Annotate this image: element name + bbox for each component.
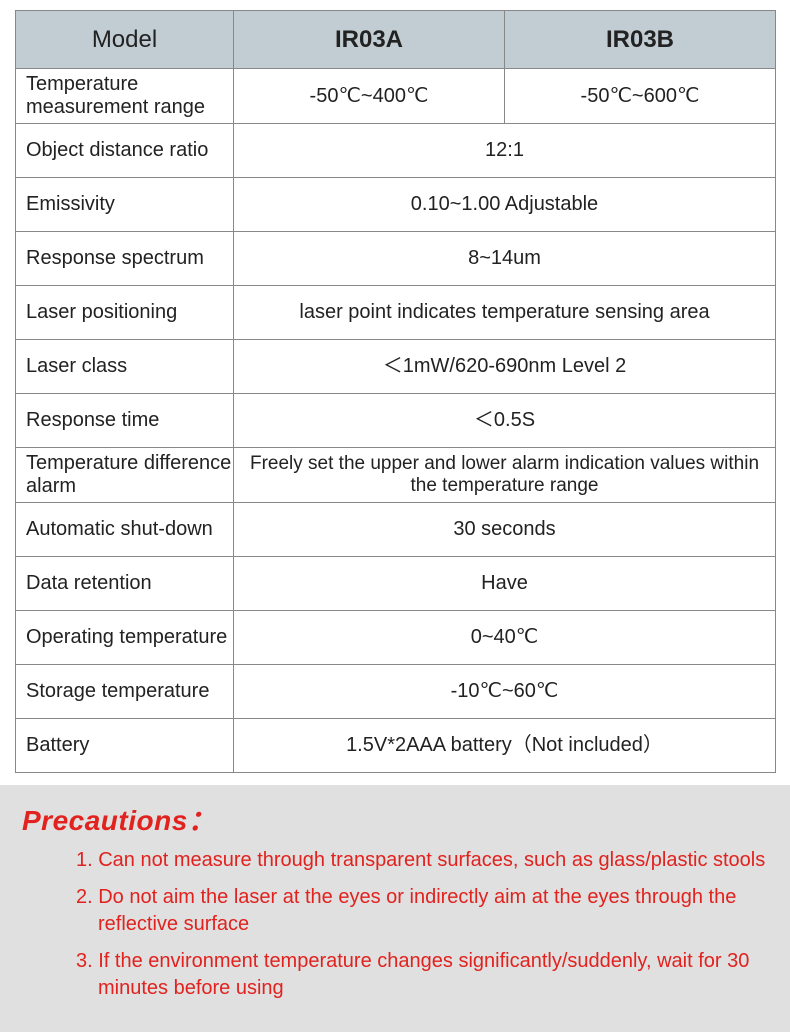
row-label: Response time [16, 394, 234, 448]
row-value: ＜0.5S [234, 394, 776, 448]
row-label: Battery [16, 719, 234, 773]
row-value: 0~40℃ [234, 611, 776, 665]
row-value: 8~14um [234, 232, 776, 286]
row-value: Have [234, 557, 776, 611]
header-model-b: IR03B [505, 11, 776, 69]
table-header-row: Model IR03A IR03B [16, 11, 776, 69]
table-row: Object distance ratio12:1 [16, 124, 776, 178]
precautions-section: Precautions： 1. Can not measure through … [0, 785, 790, 1032]
table-row: Data retentionHave [16, 557, 776, 611]
row-label: Operating temperature [16, 611, 234, 665]
row-value: 30 seconds [234, 503, 776, 557]
table-row: Response spectrum8~14um [16, 232, 776, 286]
table-row: Temperature measurement range-50℃~400℃-5… [16, 69, 776, 124]
precautions-title: Precautions： [0, 799, 790, 839]
row-value: 1.5V*2AAA battery（Not included） [234, 719, 776, 773]
row-value: -10℃~60℃ [234, 665, 776, 719]
table-row: Storage temperature-10℃~60℃ [16, 665, 776, 719]
table-row: Laser positioninglaser point indicates t… [16, 286, 776, 340]
row-label: Storage temperature [16, 665, 234, 719]
precaution-item: 3. If the environment temperature change… [76, 948, 770, 1002]
table-row: Battery1.5V*2AAA battery（Not included） [16, 719, 776, 773]
row-label: Laser class [16, 340, 234, 394]
row-label: Data retention [16, 557, 234, 611]
header-model-a: IR03A [234, 11, 505, 69]
row-label: Emissivity [16, 178, 234, 232]
row-value: 12:1 [234, 124, 776, 178]
precautions-list: 1. Can not measure through transparent s… [0, 847, 790, 1002]
row-value: 0.10~1.00 Adjustable [234, 178, 776, 232]
table-row: Temperature difference alarmFreely set t… [16, 448, 776, 503]
row-value: laser point indicates temperature sensin… [234, 286, 776, 340]
header-label: Model [16, 11, 234, 69]
row-label: Temperature measurement range [16, 69, 234, 124]
table-row: Emissivity0.10~1.00 Adjustable [16, 178, 776, 232]
row-label: Temperature difference alarm [16, 448, 234, 503]
row-value: ＜1mW/620-690nm Level 2 [234, 340, 776, 394]
precaution-item: 1. Can not measure through transparent s… [76, 847, 770, 874]
table-row: Operating temperature0~40℃ [16, 611, 776, 665]
table-row: Automatic shut-down30 seconds [16, 503, 776, 557]
table-row: Laser class＜1mW/620-690nm Level 2 [16, 340, 776, 394]
row-value: Freely set the upper and lower alarm ind… [234, 448, 776, 503]
row-value-b: -50℃~600℃ [505, 69, 776, 124]
table-row: Response time＜0.5S [16, 394, 776, 448]
row-label: Automatic shut-down [16, 503, 234, 557]
row-label: Object distance ratio [16, 124, 234, 178]
spec-table: Model IR03A IR03B Temperature measuremen… [15, 10, 776, 773]
precaution-item: 2. Do not aim the laser at the eyes or i… [76, 884, 770, 938]
row-value-a: -50℃~400℃ [234, 69, 505, 124]
row-label: Response spectrum [16, 232, 234, 286]
row-label: Laser positioning [16, 286, 234, 340]
